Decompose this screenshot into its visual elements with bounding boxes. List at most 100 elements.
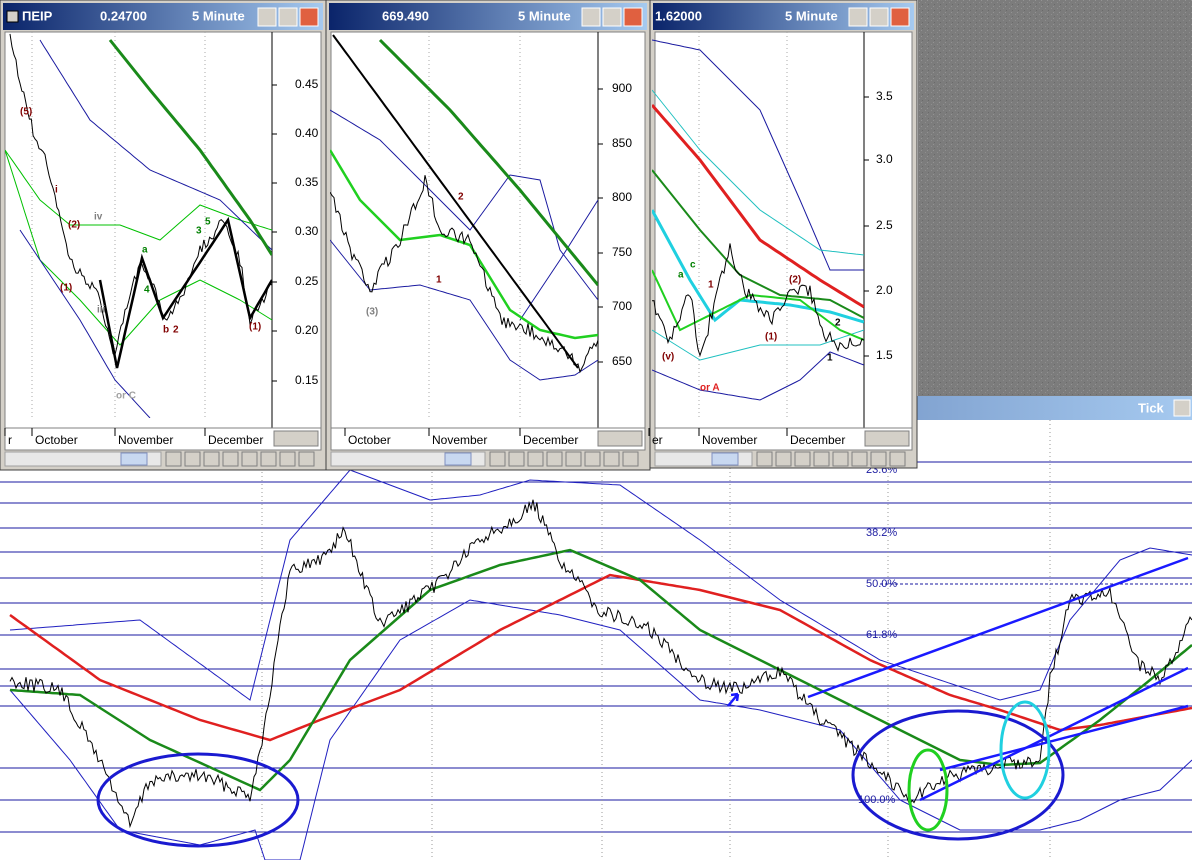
- toolbar-button[interactable]: [222, 451, 239, 467]
- month-label: November: [702, 433, 757, 447]
- scroll-thumb[interactable]: [120, 452, 148, 466]
- wave-label: 5: [205, 217, 211, 228]
- toolbar-button[interactable]: [527, 451, 544, 467]
- toolbar-button[interactable]: [584, 451, 601, 467]
- channel-line: [807, 556, 1189, 699]
- axis-toggle[interactable]: [597, 430, 643, 447]
- indicator-line: [652, 209, 864, 324]
- minimize-button[interactable]: [257, 7, 277, 27]
- indicator-line: [330, 175, 598, 374]
- toolbar-button[interactable]: [775, 451, 792, 467]
- toolbar-button[interactable]: [508, 451, 525, 467]
- toolbar-button[interactable]: [565, 451, 582, 467]
- toolbar-button[interactable]: [241, 451, 258, 467]
- wave-label: 3: [196, 226, 202, 237]
- toolbar-button[interactable]: [489, 451, 506, 467]
- fib-label: 50.0%: [866, 578, 897, 590]
- price-tick-label: 650: [612, 354, 632, 368]
- wave-label: 2: [458, 192, 464, 203]
- interval: 5 Minute: [518, 8, 571, 23]
- channel-line: [919, 666, 1189, 802]
- plot-area: [4, 31, 322, 429]
- chart-window: 669.490 5 Minute 900 850 800 750 700 650 October…: [325, 0, 651, 471]
- toolbar-button[interactable]: [622, 451, 639, 467]
- highlight-ellipse: [907, 748, 949, 832]
- toolbar-button[interactable]: [756, 451, 773, 467]
- price-tick-label: 0.45: [295, 77, 319, 91]
- close-button[interactable]: [623, 7, 643, 27]
- indicator-line: [652, 89, 864, 256]
- minimize-button[interactable]: [848, 7, 868, 27]
- maximize-button[interactable]: [278, 7, 298, 27]
- close-button[interactable]: [890, 7, 910, 27]
- axis-toggle[interactable]: [273, 430, 319, 447]
- time-axis: [4, 427, 322, 451]
- indicator-line: [330, 239, 598, 381]
- price-tick-label: 0.20: [295, 323, 319, 337]
- indicator-line: [19, 229, 151, 418]
- toolbar-button[interactable]: [603, 451, 620, 467]
- indicator-line: [652, 243, 864, 358]
- month-label: October: [348, 433, 391, 447]
- bollinger-lower: [9, 599, 1192, 860]
- toolbar-button[interactable]: [260, 451, 277, 467]
- wave-label: a: [678, 270, 684, 281]
- price-tick-label: 800: [612, 190, 632, 204]
- toolbar-button[interactable]: [889, 451, 906, 467]
- toolbar-button[interactable]: [298, 451, 315, 467]
- bollinger-upper: [9, 469, 1192, 701]
- price-tick-label: 850: [612, 136, 632, 150]
- wave-label: 2: [835, 318, 841, 329]
- green-average: [9, 548, 1192, 792]
- channel-line: [939, 704, 1189, 772]
- fib-label: 100.0%: [858, 794, 896, 806]
- wave-label: i: [55, 185, 58, 196]
- indicator-line: [39, 39, 272, 251]
- wave-label: 2: [173, 325, 179, 336]
- price-tick-label: 0.15: [295, 373, 319, 387]
- toolbar-button[interactable]: [203, 451, 220, 467]
- price-line: [9, 499, 1192, 829]
- toolbar-button[interactable]: [813, 451, 830, 467]
- toolbar-button[interactable]: [832, 451, 849, 467]
- plot-curves: [330, 32, 598, 418]
- indicator-line: [5, 149, 272, 346]
- toolbar-button[interactable]: [546, 451, 563, 467]
- toolbar-button[interactable]: [165, 451, 182, 467]
- close-button[interactable]: [299, 7, 319, 27]
- month-label: er: [652, 433, 663, 447]
- maximize-button[interactable]: [869, 7, 889, 27]
- time-axis: [654, 427, 913, 451]
- highlight-ellipse: [96, 752, 300, 848]
- axis-toggle[interactable]: [864, 430, 910, 447]
- chart-window: 1.62000 5 Minute 3.5 3.0 2.5 2.0 1.5 er November…: [648, 0, 918, 469]
- toolbar-button[interactable]: [870, 451, 887, 467]
- fib-label: 38.2%: [866, 527, 897, 539]
- plot-curves: [652, 32, 864, 418]
- toolbar-button[interactable]: [279, 451, 296, 467]
- toolbar-button[interactable]: [184, 451, 201, 467]
- maximize-button[interactable]: [602, 7, 622, 27]
- toolbar-button[interactable]: [851, 451, 868, 467]
- desktop-area: [918, 0, 1192, 396]
- toolbar-button[interactable]: [794, 451, 811, 467]
- wave-label: or A: [700, 383, 720, 394]
- scroll-thumb[interactable]: [711, 452, 739, 466]
- month-label: December: [523, 433, 578, 447]
- wave-label: (3): [366, 307, 378, 318]
- red-average: [9, 573, 1192, 742]
- wave-label: or C: [116, 391, 136, 402]
- wave-label: a: [142, 245, 148, 256]
- price-tick-label: 0.40: [295, 126, 319, 140]
- minimize-button[interactable]: [581, 7, 601, 27]
- scroll-thumb[interactable]: [444, 452, 472, 466]
- indicator-line: [378, 38, 598, 286]
- indicator-line: [652, 269, 864, 341]
- price-tick-label: 2.5: [876, 218, 893, 232]
- wave-label: iii: [97, 305, 106, 316]
- wave-label: 1: [436, 275, 442, 286]
- chart-window: ΠΕΙΡ 0.24700 5 Minute 0.45 0.40 0.35 0.30 0.25 0…: [0, 0, 327, 471]
- indicator-line: [519, 199, 598, 321]
- main-minimize-button[interactable]: [1173, 399, 1191, 417]
